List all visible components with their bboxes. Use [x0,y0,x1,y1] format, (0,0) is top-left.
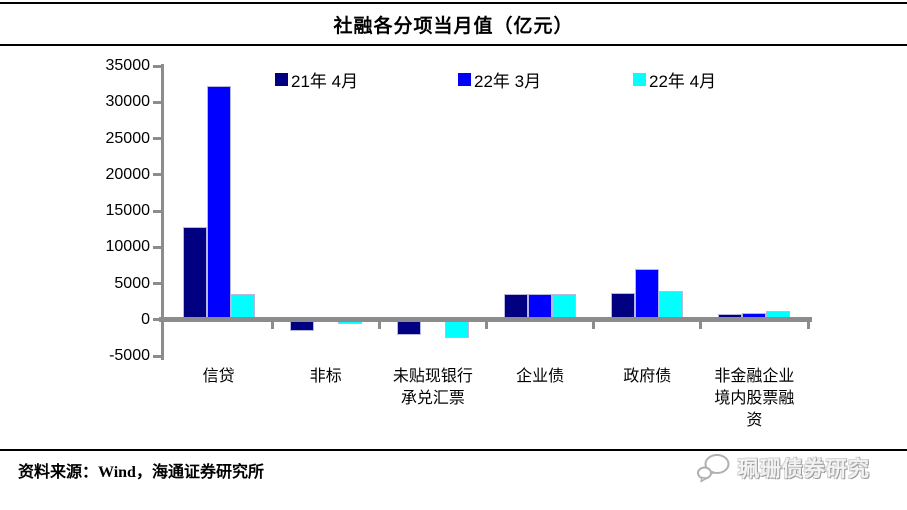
y-tick-label: -5000 [109,347,150,364]
y-tick [153,282,162,285]
legend-item: 22年 3月 [458,69,542,91]
x-category-label: 非金融企业境内股票融资 [714,368,795,429]
bar-22年 4月 [552,294,577,320]
x-tick [699,322,703,330]
watermark-text: 珮珊债券研究 [738,457,870,481]
legend-label: 22年 3月 [474,71,542,91]
x-tick [485,322,488,330]
bar-22年 4月 [659,291,684,320]
x-axis [159,317,812,323]
bar-22年 3月 [206,85,231,320]
y-axis [161,64,164,360]
y-tick-label: 0 [141,310,150,328]
y-tick-label: 30000 [105,93,151,111]
top-divider [0,2,907,4]
y-tick [153,209,162,213]
legend-label: 22年 4月 [649,71,717,91]
legend-swatch [633,72,646,86]
bar-22年 3月 [635,268,660,320]
x-category-label: 非标 [309,368,342,385]
y-tick [153,100,162,104]
title-divider [0,44,907,46]
legend-swatch [275,72,288,86]
y-tick [153,173,162,177]
y-tick [153,245,162,249]
source-note: 资料来源：Wind，海通证券研究所 [18,464,264,481]
footer-divider [0,449,907,451]
x-category-label: 企业债 [516,368,565,385]
bar-22年 3月 [528,294,553,320]
y-tick [153,354,162,358]
y-tick-label: 25000 [105,129,151,147]
bar-22年 4月 [230,293,255,320]
y-tick [153,64,162,68]
y-tick-label: 20000 [105,165,151,183]
x-tick [377,322,381,330]
chat-bubbles-icon [697,454,730,483]
legend-swatch [458,72,471,86]
x-tick [592,322,596,330]
chart-title: 社融各分项当月值（亿元） [333,16,574,37]
y-tick [153,137,162,140]
legend-label: 21年 4月 [291,71,359,91]
x-category-label: 政府债 [623,368,672,385]
x-category-label: 未贴现银行承兑汇票 [392,368,473,407]
bar-21年 4月 [504,293,529,320]
y-tick-label: 10000 [105,238,151,256]
legend-item: 22年 4月 [633,69,717,91]
y-tick [153,318,162,322]
x-category-label: 信贷 [202,368,235,385]
x-tick [806,322,810,330]
bar-21年 4月 [182,226,207,320]
bar-22年 4月 [444,319,469,339]
y-tick-label: 35000 [105,57,151,74]
legend-item: 21年 4月 [275,69,359,91]
x-tick [270,322,274,330]
y-tick-label: 5000 [114,274,150,292]
bar-21年 4月 [611,292,636,320]
y-tick-label: 15000 [105,202,151,219]
watermark: 珮珊债券研究 [696,451,896,485]
